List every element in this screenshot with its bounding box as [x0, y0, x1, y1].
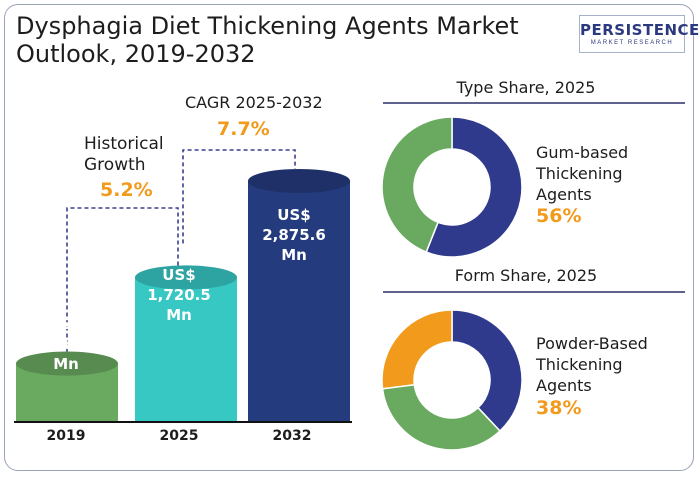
- type-share-title: Type Share, 2025: [456, 78, 596, 97]
- page-title: Dysphagia Diet Thickening Agents Market …: [16, 12, 519, 68]
- historical-growth-connector: [66, 207, 179, 352]
- bar-value-label-2019: US$ 688.2 Mn: [42, 315, 90, 373]
- form-share-percent: 38%: [536, 397, 582, 419]
- donut-type-slice-0: [425, 116, 523, 258]
- donut-form-slice-2: [381, 309, 453, 390]
- bar-top-2025: [135, 265, 237, 290]
- type-share-caption: Gum-based Thickening Agents: [536, 143, 629, 204]
- donut-type-slice-1: [381, 116, 453, 254]
- bar-2032: [248, 181, 350, 421]
- cagr-connector: [182, 149, 296, 244]
- donut-form-slice-1: [381, 383, 501, 451]
- bar-value-label-2025: US$ 1,720.5 Mn: [147, 266, 211, 324]
- bar-value-label-2032: US$ 2,875.6 Mn: [262, 206, 326, 264]
- form-share-title: Form Share, 2025: [454, 266, 598, 285]
- year-label-2025: 2025: [159, 428, 199, 444]
- bar-top-2019: [16, 351, 118, 376]
- year-label-2032: 2032: [272, 428, 312, 444]
- brand-logo: PERSISTENCE MARKET RESEARCH: [579, 15, 700, 53]
- logo-subtitle: MARKET RESEARCH: [590, 40, 674, 46]
- bar-top-2032: [248, 169, 350, 193]
- historical-growth-value: 5.2%: [100, 179, 153, 201]
- logo-brand: PERSISTENCE: [580, 21, 700, 39]
- type-share-percent: 56%: [536, 205, 582, 227]
- year-label-2019: 2019: [46, 428, 86, 444]
- cagr-label: CAGR 2025-2032: [185, 93, 323, 112]
- form-share-caption: Powder-Based Thickening Agents: [536, 334, 648, 395]
- bar-2025: [135, 277, 237, 421]
- donut-form-slice-0: [451, 309, 523, 433]
- historical-growth-label: Historical Growth: [84, 134, 164, 175]
- cagr-value: 7.7%: [217, 118, 270, 140]
